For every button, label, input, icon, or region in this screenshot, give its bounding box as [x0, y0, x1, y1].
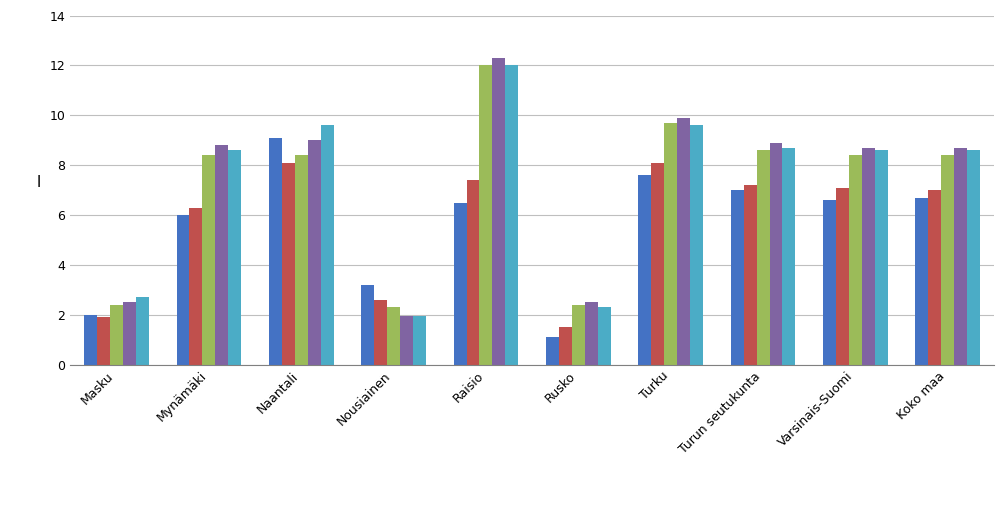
Bar	[361, 285, 374, 365]
Bar	[835, 188, 849, 365]
Bar	[491, 58, 505, 365]
Bar	[572, 305, 584, 365]
Bar	[559, 327, 572, 365]
Bar	[122, 302, 135, 365]
Bar	[466, 180, 479, 365]
Bar	[597, 307, 610, 365]
Bar	[307, 140, 320, 365]
Bar	[756, 150, 768, 365]
Bar	[505, 66, 518, 365]
Bar	[915, 197, 928, 365]
Bar	[374, 300, 387, 365]
Bar	[228, 150, 241, 365]
Bar	[479, 66, 491, 365]
Bar	[320, 126, 333, 365]
Bar	[546, 337, 559, 365]
Bar	[638, 175, 651, 365]
Bar	[953, 148, 966, 365]
Bar	[584, 302, 597, 365]
Bar	[781, 148, 794, 365]
Bar	[768, 143, 781, 365]
Bar	[269, 138, 282, 365]
Bar	[399, 316, 412, 365]
Bar	[651, 163, 664, 365]
Bar	[135, 297, 148, 365]
Bar	[743, 185, 756, 365]
Bar	[676, 118, 689, 365]
Bar	[97, 317, 110, 365]
Bar	[203, 155, 215, 365]
Bar	[822, 200, 835, 365]
Bar	[412, 316, 425, 365]
Bar	[110, 305, 122, 365]
Bar	[664, 123, 676, 365]
Y-axis label: l: l	[36, 175, 40, 190]
Bar	[295, 155, 307, 365]
Bar	[849, 155, 861, 365]
Bar	[874, 150, 887, 365]
Bar	[84, 315, 97, 365]
Bar	[190, 208, 203, 365]
Bar	[387, 307, 399, 365]
Bar	[730, 190, 743, 365]
Bar	[282, 163, 295, 365]
Bar	[928, 190, 941, 365]
Bar	[861, 148, 874, 365]
Bar	[966, 150, 979, 365]
Bar	[453, 203, 466, 365]
Bar	[215, 145, 228, 365]
Bar	[941, 155, 953, 365]
Bar	[177, 215, 190, 365]
Bar	[689, 126, 702, 365]
